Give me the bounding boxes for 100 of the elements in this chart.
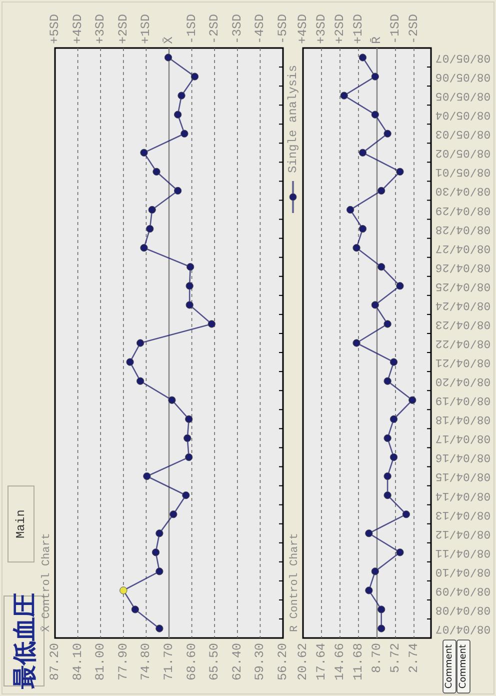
- y-tick-label: 08/05/04: [435, 108, 491, 122]
- point: [178, 92, 186, 100]
- x2-tick-label: -5SD: [276, 14, 290, 44]
- point: [358, 224, 367, 233]
- y-tick-label: 08/04/22: [435, 336, 491, 350]
- x2-tick-label: +1SD: [139, 14, 154, 44]
- x2-tick-label: -2SD: [208, 14, 222, 44]
- point: [140, 148, 148, 157]
- x-tick-label: 14.66: [332, 643, 347, 681]
- point: [156, 624, 164, 632]
- point: [371, 301, 379, 309]
- point: [371, 110, 379, 118]
- point: [365, 529, 373, 538]
- y-tick-label: 08/04/16: [435, 450, 491, 464]
- point: [148, 206, 156, 214]
- x2-tick-label: R̄: [370, 36, 384, 44]
- x2-tick-label: -3SD: [230, 14, 244, 44]
- point: [152, 168, 160, 176]
- point: [120, 586, 128, 594]
- point: [390, 358, 398, 366]
- y-tick-label: 08/04/17: [435, 432, 491, 445]
- x2-tick-label: -1SD: [184, 14, 199, 44]
- x2-tick-label: +2SD: [332, 14, 347, 44]
- point: [396, 548, 404, 556]
- y-tick-label: 08/05/02: [435, 146, 491, 160]
- x-tick-label: 84.10: [70, 643, 85, 681]
- point: [143, 472, 151, 480]
- point: [184, 434, 192, 442]
- text: 最低血圧: [10, 593, 38, 690]
- point: [408, 396, 416, 404]
- y-tick-label: 08/04/24: [435, 298, 491, 312]
- point: [396, 168, 404, 176]
- point: [377, 186, 386, 195]
- point: [402, 510, 410, 518]
- y-tick-label: 08/04/20: [435, 374, 491, 388]
- x-tick-label: 68.60: [184, 643, 199, 681]
- point: [126, 358, 134, 366]
- point: [352, 339, 360, 347]
- point: [346, 206, 354, 214]
- y-tick-label: 08/04/30: [435, 184, 491, 198]
- text: Main: [14, 510, 28, 538]
- x-tick-label: 11.68: [351, 643, 366, 681]
- x-tick-label: 77.90: [116, 643, 130, 681]
- y-tick-label: 08/04/14: [435, 488, 491, 502]
- point: [185, 415, 193, 423]
- y-tick-label: 08/04/11: [435, 546, 491, 559]
- text: X̄ Control Chart: [40, 532, 53, 632]
- point: [136, 339, 144, 347]
- point: [384, 320, 392, 328]
- text: Comment: [458, 644, 468, 689]
- x2-tick-label: +4SD: [296, 14, 310, 44]
- x-tick-label: 59.30: [253, 643, 268, 681]
- point: [384, 130, 392, 138]
- point: [208, 320, 216, 328]
- x-tick-label: 62.40: [230, 643, 244, 681]
- point: [156, 568, 164, 576]
- x-tick-label: 71.70: [162, 643, 176, 681]
- point: [340, 92, 348, 100]
- y-tick-label: 08/04/28: [435, 222, 491, 236]
- point: [365, 586, 373, 594]
- point: [371, 72, 379, 80]
- point: [390, 415, 398, 423]
- x2-tick-label: -1SD: [388, 14, 402, 44]
- point: [174, 186, 182, 195]
- point: [358, 54, 367, 62]
- y-tick-label: 08/04/10: [435, 564, 491, 578]
- point: [180, 130, 188, 138]
- x2-tick-label: +3SD: [314, 14, 328, 44]
- x2-tick-label: -2SD: [406, 14, 421, 44]
- point: [136, 377, 144, 385]
- x2-tick-label: +5SD: [48, 14, 62, 44]
- point: [186, 282, 194, 290]
- point: [384, 472, 392, 480]
- y-tick-label: 08/04/13: [435, 508, 491, 521]
- x2-tick-label: +3SD: [94, 14, 108, 44]
- x-tick-label: 2.74: [406, 643, 421, 674]
- y-tick-label: 08/04/19: [435, 394, 491, 407]
- point: [186, 263, 194, 271]
- point: [384, 434, 392, 442]
- x-tick-label: 8.70: [370, 643, 384, 674]
- point: [146, 224, 154, 233]
- point: [358, 148, 367, 157]
- y-tick-label: 08/04/29: [435, 203, 491, 216]
- y-tick-label: 08/05/07: [435, 51, 491, 64]
- legend: Single analysis: [286, 64, 300, 213]
- point: [140, 244, 148, 252]
- text: R Control Chart: [289, 532, 301, 632]
- point: [371, 568, 379, 576]
- text: Comment: [444, 644, 454, 689]
- point: [384, 491, 392, 500]
- point: [174, 110, 182, 118]
- y-tick-label: 08/04/07: [435, 622, 491, 635]
- x-tick-label: 65.50: [208, 643, 222, 681]
- point: [384, 377, 392, 385]
- point: [170, 510, 178, 518]
- point: [390, 453, 398, 462]
- y-tick-label: 08/05/05: [435, 89, 491, 102]
- y-tick-label: 08/05/03: [435, 127, 491, 140]
- x-tick-label: 20.62: [296, 643, 310, 681]
- point: [396, 282, 404, 290]
